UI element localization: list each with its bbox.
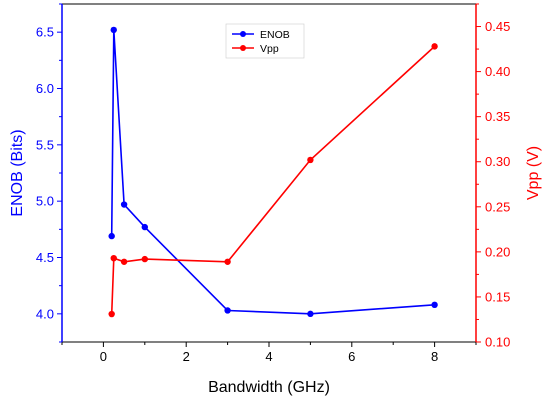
x-tick-label: 6 — [348, 349, 355, 364]
data-point-vpp — [108, 310, 115, 318]
x-tick-label: 8 — [431, 349, 438, 364]
data-point-vpp — [120, 258, 128, 265]
legend-marker-vpp — [240, 45, 246, 51]
data-point-vpp — [110, 254, 117, 262]
data-point-vpp — [224, 258, 231, 265]
data-point-vpp — [431, 43, 438, 50]
left-y-tick-label: 6.0 — [36, 81, 54, 96]
right-y-tick-label: 0.20 — [485, 244, 510, 259]
right-y-tick-label: 0.40 — [485, 64, 510, 79]
legend-label-vpp: Vpp — [260, 43, 279, 55]
legend-label-enob: ENOB — [260, 29, 290, 41]
right-y-tick-label: 0.25 — [485, 199, 510, 214]
legend-marker-enob — [240, 31, 246, 37]
data-point-enob — [108, 232, 115, 240]
data-point-enob — [431, 301, 438, 309]
data-point-enob — [307, 310, 314, 318]
data-point-vpp — [307, 156, 314, 164]
left-y-tick-label: 4.5 — [36, 250, 54, 265]
data-point-enob — [120, 201, 128, 208]
right-y-tick-label: 0.45 — [485, 19, 510, 34]
left-y-tick-label: 5.0 — [36, 194, 54, 209]
left-y-tick-label: 4.0 — [36, 306, 54, 321]
right-y-tick-label: 0.30 — [485, 154, 510, 169]
x-axis-title: Bandwidth (GHz) — [208, 379, 330, 396]
x-tick-label: 4 — [265, 349, 272, 364]
right-y-axis-title: Vpp (V) — [525, 146, 542, 200]
series-line-enob — [110, 29, 435, 315]
data-point-enob — [110, 26, 117, 34]
series-line-vpp — [110, 45, 436, 315]
left-y-axis-title: ENOB (Bits) — [9, 129, 26, 216]
left-y-tick-label: 5.5 — [36, 137, 54, 152]
right-y-tick-label: 0.10 — [485, 335, 510, 350]
x-tick-label: 2 — [183, 349, 190, 364]
right-y-tick-label: 0.35 — [485, 109, 510, 124]
legend-box — [225, 23, 305, 59]
data-point-enob — [141, 223, 148, 231]
data-point-enob — [224, 307, 231, 314]
data-point-vpp — [141, 255, 148, 263]
x-tick-label: 0 — [100, 349, 107, 364]
right-y-tick-label: 0.15 — [485, 289, 510, 304]
left-y-tick-label: 6.5 — [36, 25, 54, 40]
